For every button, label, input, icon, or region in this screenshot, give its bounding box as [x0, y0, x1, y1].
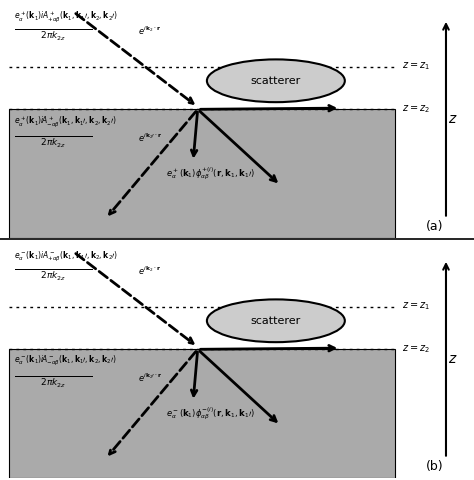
- Text: $z=z_2$: $z=z_2$: [402, 343, 430, 355]
- Text: $e^{i\mathbf{k}_2\cdot\mathbf{r}}$: $e^{i\mathbf{k}_2\cdot\mathbf{r}}$: [138, 25, 161, 37]
- Text: scatterer: scatterer: [251, 76, 301, 86]
- Text: $\overline{\quad\quad\quad 2\pi k_{2z} \quad\quad\quad}$: $\overline{\quad\quad\quad 2\pi k_{2z} \…: [14, 374, 92, 390]
- Text: $e^+_\alpha(\mathbf{k}_1)iA^+_{+\alpha\beta}(\mathbf{k}_1, \mathbf{k}_1\prime, \: $e^+_\alpha(\mathbf{k}_1)iA^+_{+\alpha\b…: [14, 10, 118, 24]
- Text: $e^-_\alpha(\mathbf{k}_1)iA^-_{+\alpha\beta}(\mathbf{k}_1, \mathbf{k}_1\prime, \: $e^-_\alpha(\mathbf{k}_1)iA^-_{+\alpha\b…: [14, 250, 118, 264]
- Text: (b): (b): [426, 460, 444, 473]
- Ellipse shape: [207, 60, 345, 102]
- Text: $\overline{\quad\quad\quad 2\pi k_{2z} \quad\quad\quad}$: $\overline{\quad\quad\quad 2\pi k_{2z} \…: [14, 27, 92, 43]
- Text: $e^-_\alpha(\mathbf{k}_1)i\!A^-_{-\alpha\beta}(\mathbf{k}_1, \mathbf{k}_1\prime,: $e^-_\alpha(\mathbf{k}_1)i\!A^-_{-\alpha…: [14, 354, 117, 368]
- Text: $e^-_\alpha(\mathbf{k}_1)\phi^{-(i)}_{\alpha\beta}(\mathbf{r}, \mathbf{k}_1, \ma: $e^-_\alpha(\mathbf{k}_1)\phi^{-(i)}_{\a…: [165, 406, 255, 422]
- Text: $z=z_2$: $z=z_2$: [402, 103, 430, 115]
- Text: $e^{i\mathbf{k}_2\prime\cdot\mathbf{r}}$: $e^{i\mathbf{k}_2\prime\cdot\mathbf{r}}$: [138, 372, 163, 384]
- Bar: [9, 349, 395, 478]
- Text: $\overline{\quad\quad\quad 2\pi k_{2z} \quad\quad\quad}$: $\overline{\quad\quad\quad 2\pi k_{2z} \…: [14, 267, 92, 283]
- Text: $z$: $z$: [448, 112, 458, 126]
- Text: $z=z_1$: $z=z_1$: [402, 60, 430, 72]
- Text: $z=z_1$: $z=z_1$: [402, 300, 430, 312]
- Bar: [9, 109, 395, 238]
- Text: $e^{i\mathbf{k}_2\prime\cdot\mathbf{r}}$: $e^{i\mathbf{k}_2\prime\cdot\mathbf{r}}$: [138, 132, 163, 144]
- Text: $\overline{\quad\quad\quad 2\pi k_{2z} \quad\quad\quad}$: $\overline{\quad\quad\quad 2\pi k_{2z} \…: [14, 134, 92, 150]
- Ellipse shape: [207, 300, 345, 342]
- Text: $e^+_\alpha(\mathbf{k}_1)i\!A^+_{-\alpha\beta}(\mathbf{k}_1, \mathbf{k}_1\prime,: $e^+_\alpha(\mathbf{k}_1)i\!A^+_{-\alpha…: [14, 114, 117, 129]
- Text: $z$: $z$: [448, 352, 458, 366]
- Text: $e^{i\mathbf{k}_2\cdot\mathbf{r}}$: $e^{i\mathbf{k}_2\cdot\mathbf{r}}$: [138, 265, 161, 277]
- Bar: [9, 109, 395, 238]
- Text: $e^+_\alpha(\mathbf{k}_1)\phi^{+(i)}_{\alpha\beta}(\mathbf{r}, \mathbf{k}_1, \ma: $e^+_\alpha(\mathbf{k}_1)\phi^{+(i)}_{\a…: [165, 167, 255, 182]
- Bar: [9, 349, 395, 478]
- Text: scatterer: scatterer: [251, 316, 301, 326]
- Text: (a): (a): [426, 220, 444, 233]
